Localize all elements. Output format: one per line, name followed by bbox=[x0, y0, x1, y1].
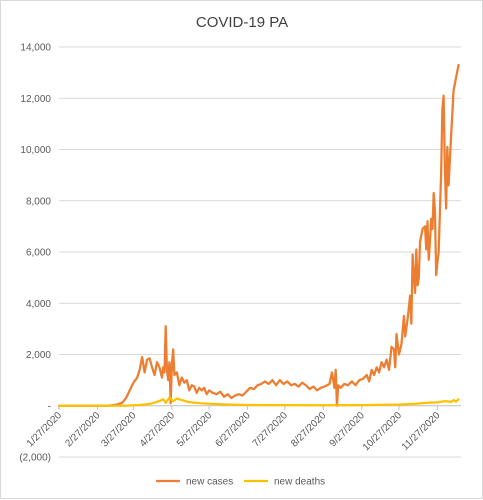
x-tick-label: 8/27/2020 bbox=[289, 410, 329, 450]
series-line-new-deaths bbox=[57, 396, 460, 407]
x-tick-label: 5/27/2020 bbox=[175, 410, 215, 450]
y-tick-label: 6,000 bbox=[26, 248, 51, 259]
y-tick-label: 10,000 bbox=[20, 145, 51, 156]
chart-title: COVID-19 PA bbox=[196, 14, 288, 31]
legend-item: new cases bbox=[156, 477, 233, 488]
y-tick-label: 8,000 bbox=[26, 196, 51, 207]
legend-label: new cases bbox=[186, 477, 233, 488]
y-tick-label: 4,000 bbox=[26, 299, 51, 310]
x-tick-label: 6/27/2020 bbox=[213, 410, 253, 450]
x-tick-label: 9/27/2020 bbox=[328, 410, 368, 450]
legend-item: new deaths bbox=[244, 477, 325, 488]
y-tick-label: (2,000) bbox=[19, 453, 51, 464]
x-tick-label: 10/27/2020 bbox=[361, 410, 404, 453]
x-tick-label: 2/27/2020 bbox=[63, 410, 103, 450]
y-tick-label: 12,000 bbox=[20, 94, 51, 105]
y-tick-label: 2,000 bbox=[26, 350, 51, 361]
x-tick-label: 7/27/2020 bbox=[251, 410, 291, 450]
x-tick-label: 4/27/2020 bbox=[138, 410, 178, 450]
x-tick-label: 3/27/2020 bbox=[99, 410, 139, 450]
x-tick-label: 1/27/2020 bbox=[25, 410, 65, 450]
y-tick-label: 14,000 bbox=[20, 43, 51, 54]
y-tick-label: - bbox=[48, 401, 51, 412]
legend-label: new deaths bbox=[274, 477, 325, 488]
x-tick-label: 11/27/2020 bbox=[400, 410, 443, 453]
series-line-new-cases bbox=[57, 63, 460, 407]
